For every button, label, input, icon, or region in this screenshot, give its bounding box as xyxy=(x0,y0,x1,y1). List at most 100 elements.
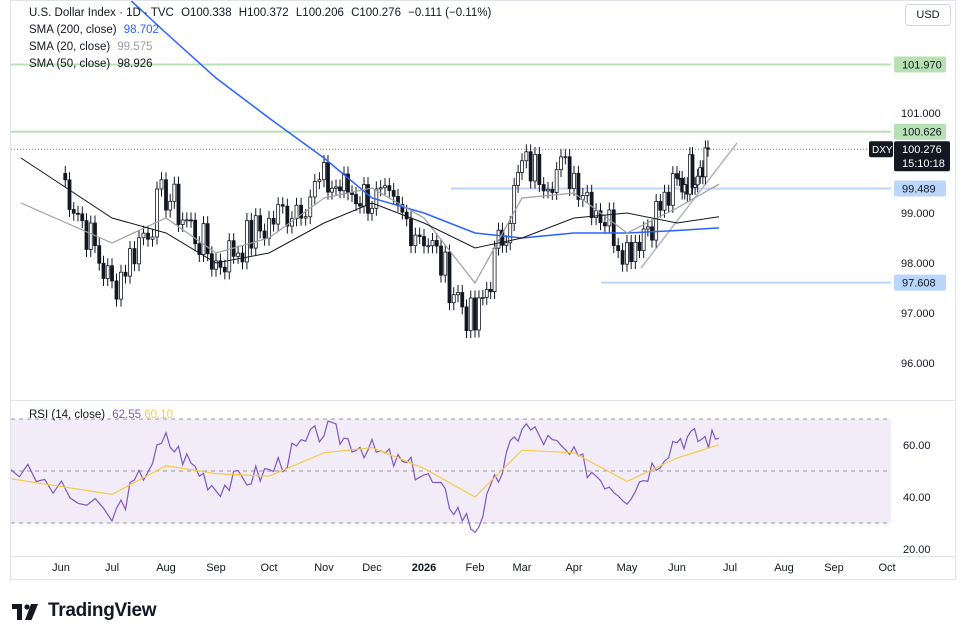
candle-body xyxy=(378,187,383,190)
candle-body xyxy=(276,204,281,225)
rsi-tick-label: 60.00 xyxy=(903,440,931,452)
candle-body xyxy=(155,188,159,238)
time-tick-label: Mar xyxy=(513,562,532,574)
candle-body xyxy=(354,194,358,205)
sma20-legend[interactable]: SMA (20, close) 99.575 xyxy=(29,39,153,56)
candle-body xyxy=(227,240,232,273)
rsi-ma-value: 60.10 xyxy=(144,409,174,421)
candle-body xyxy=(370,207,374,214)
currency-button[interactable]: USD xyxy=(905,4,951,26)
candle-body xyxy=(201,223,206,255)
candle-body xyxy=(236,252,240,257)
candle-body xyxy=(366,184,370,214)
candle-body xyxy=(654,201,659,241)
candle-body xyxy=(512,184,517,224)
time-tick-label: Jun xyxy=(52,562,70,574)
candle-body xyxy=(690,154,695,188)
candle-body xyxy=(137,237,141,265)
candle-body xyxy=(168,200,173,211)
rsi-value: 62.55 xyxy=(112,409,142,421)
tradingview-logo-icon xyxy=(12,604,38,620)
trendline xyxy=(640,142,738,269)
time-tick-label: Sep xyxy=(206,562,226,574)
candle-body xyxy=(520,160,524,173)
candle-body xyxy=(620,250,625,265)
chart-canvas[interactable]: 101.000 99.000 98.000 97.000 96.000 60.00 40.0… xyxy=(11,1,955,579)
candle-body xyxy=(132,248,137,265)
candle-body xyxy=(430,240,435,247)
candle-body xyxy=(76,212,80,215)
candle-body xyxy=(396,195,400,205)
candle-body xyxy=(317,179,322,182)
brand-name: TradingView xyxy=(48,600,157,621)
candle-body xyxy=(650,226,654,241)
candle-body xyxy=(598,210,603,224)
candle-body xyxy=(362,184,366,207)
candle-body xyxy=(322,162,326,181)
symbol-legend: U.S. Dollar Index · 1D · TVC O100.338 H1… xyxy=(29,5,491,22)
candle-body xyxy=(629,242,634,263)
sma200-legend[interactable]: SMA (200, close) 98.702 xyxy=(29,22,159,39)
candle-body xyxy=(280,204,285,207)
sma200-value: 98.702 xyxy=(123,24,159,36)
symbol-line[interactable]: U.S. Dollar Index · 1D · TVC xyxy=(29,7,174,19)
candle-body xyxy=(516,172,520,186)
candle-body xyxy=(528,151,533,182)
rsi-legend[interactable]: RSI (14, close) 62.55 60.10 xyxy=(29,407,173,424)
candle-body xyxy=(176,183,181,225)
time-tick-label: Nov xyxy=(314,562,334,574)
candle-body xyxy=(426,245,431,248)
candle-body xyxy=(218,260,223,268)
price-tag-label: 101.970 xyxy=(902,60,942,72)
price-tag-bg xyxy=(894,56,946,73)
candle-body xyxy=(477,297,481,331)
price-tag-label: 97.608 xyxy=(902,278,936,290)
candle-body xyxy=(119,271,123,300)
candle-body xyxy=(80,213,85,222)
candle-body xyxy=(633,241,638,263)
candle-body xyxy=(71,209,76,214)
candle-body xyxy=(294,204,299,220)
candle-body xyxy=(603,222,607,227)
tradingview-logo[interactable]: TradingView xyxy=(12,600,157,622)
candle-body xyxy=(567,156,572,189)
candle-body xyxy=(480,296,485,299)
candle-body xyxy=(105,265,110,279)
chart-frame[interactable]: 101.000 99.000 98.000 97.000 96.000 60.00 40.0… xyxy=(10,0,956,580)
candles xyxy=(63,140,710,339)
candle-body xyxy=(559,156,563,171)
candle-body xyxy=(658,201,663,211)
candle-body xyxy=(417,234,422,237)
candle-body xyxy=(550,188,555,193)
candle-body xyxy=(666,191,671,206)
candle-body xyxy=(84,220,89,250)
candle-body xyxy=(670,173,675,206)
time-tick-label: Jul xyxy=(105,562,119,574)
candle-body xyxy=(500,229,505,246)
candle-body xyxy=(524,151,529,162)
candle-body xyxy=(63,173,68,181)
candle-body xyxy=(338,186,342,192)
candle-body xyxy=(271,217,276,225)
price-tag-bg xyxy=(894,123,946,140)
candle-body xyxy=(695,175,700,186)
sma20-line xyxy=(20,183,720,285)
ohlc-close: C100.276 xyxy=(351,7,401,19)
sma50-legend[interactable]: SMA (50, close) 98.926 xyxy=(29,56,153,73)
candle-body xyxy=(285,205,290,227)
candle-body xyxy=(159,179,164,190)
candle-body xyxy=(537,153,542,185)
time-tick-label: Oct xyxy=(260,562,277,574)
candle-body xyxy=(675,173,679,179)
candle-body xyxy=(101,262,106,279)
candle-body xyxy=(645,226,650,230)
countdown-label: 15:10:18 xyxy=(902,158,945,170)
candle-body xyxy=(703,147,708,178)
price-tag-bg xyxy=(894,274,946,291)
candle-body xyxy=(67,179,72,210)
candle-body xyxy=(422,236,426,247)
candle-body xyxy=(249,220,254,249)
price-tick-label: 97.000 xyxy=(901,308,935,320)
time-tick-label: Feb xyxy=(466,562,485,574)
sma20-value: 99.575 xyxy=(117,41,153,53)
